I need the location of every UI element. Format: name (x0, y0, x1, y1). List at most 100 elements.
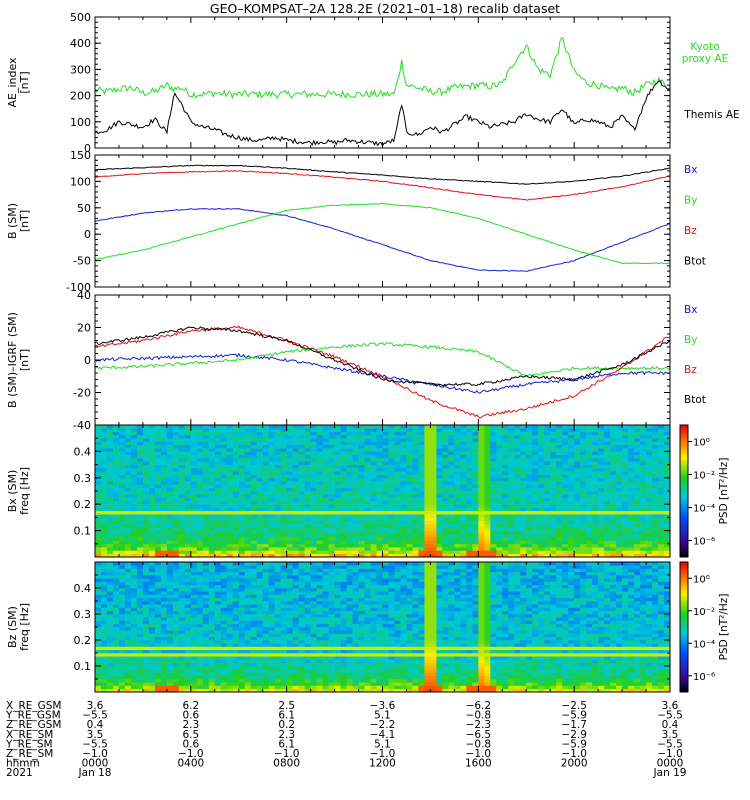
spectrogram-cell (466, 448, 473, 452)
spectrogram-cell (142, 627, 150, 631)
spectrogram-cell (322, 451, 329, 455)
spectrogram-cell (154, 527, 162, 531)
spectrogram-cell (178, 666, 186, 670)
spectrogram-cell (502, 441, 509, 446)
spectrogram-cell (196, 530, 204, 535)
spectrogram-cell (502, 474, 509, 479)
spectrogram-cell (190, 627, 198, 631)
spectrogram-cell (136, 640, 144, 644)
spectrogram-cells (95, 562, 671, 693)
spectrogram-cell (418, 533, 425, 538)
series-line-btot (95, 326, 670, 387)
spectrogram-cell (580, 477, 587, 482)
spectrogram-cell (250, 547, 258, 551)
colorbar-tick-label: 10⁻⁶ (693, 537, 715, 548)
spectrogram-cell (604, 491, 611, 495)
spectrogram-cell (580, 514, 587, 518)
spectrogram-cell (610, 540, 617, 545)
spectrogram-cell (568, 461, 575, 465)
spectrogram-cell (556, 454, 563, 459)
spectrogram-cell (310, 438, 317, 442)
spectrogram-cell (652, 431, 659, 436)
spectrogram-cell (448, 504, 455, 508)
spectrogram-cell (118, 520, 126, 525)
spectrogram-cell (310, 431, 317, 436)
spectrogram-cell (112, 530, 120, 535)
spectrogram-cell (250, 527, 258, 531)
spectrogram-cell (430, 477, 437, 482)
spectrogram-cell (418, 494, 425, 498)
spectrogram-cell (172, 458, 180, 462)
spectrogram-cell (412, 517, 419, 521)
spectrogram-cell (598, 550, 605, 554)
spectrogram-cell (106, 643, 114, 647)
spectrogram-cell (466, 520, 473, 525)
spectrogram-cell (646, 530, 653, 535)
spectrogram-cell (172, 568, 180, 573)
spectrogram-cell (166, 607, 174, 612)
spectrogram-cell (316, 500, 323, 505)
spectrogram-cell (148, 507, 156, 512)
spectrogram-cell (358, 428, 365, 432)
spectrogram-cell (574, 494, 581, 498)
spectrogram-cell (130, 491, 138, 495)
spectrogram-cell (106, 438, 114, 442)
spectrogram-cell (328, 517, 335, 521)
spectrogram-cell (250, 484, 258, 488)
spectrogram-cell (622, 524, 629, 528)
spectrogram-cell (352, 543, 359, 548)
spectrogram-cell (364, 434, 371, 439)
spectrogram-cell (550, 487, 557, 492)
spectrogram-cell (106, 623, 114, 628)
spectrogram-cell (154, 597, 162, 602)
spectrogram-cell (616, 533, 623, 538)
spectrogram-cell (202, 438, 210, 442)
spectrogram-cell (400, 533, 407, 538)
spectrogram-cell (472, 494, 479, 498)
spectrogram-cell (634, 484, 641, 488)
spectrogram-cell (490, 494, 497, 498)
spectrogram-cell (664, 464, 671, 469)
spectrogram-cell (160, 438, 168, 442)
spectrogram-cell (118, 543, 126, 548)
spectrogram-cell (118, 620, 126, 625)
spectrogram-cell (610, 527, 617, 531)
spectrogram-cell (220, 434, 228, 439)
spectrogram-cell (220, 553, 228, 558)
spectrogram-cell (634, 428, 641, 432)
spectrogram-cell (208, 517, 216, 521)
spectrogram-cell (592, 454, 599, 459)
spectrogram-cell (100, 575, 108, 579)
spectrogram-cell (95, 620, 102, 625)
spectrogram-cell (640, 461, 647, 465)
spectrogram-cell (436, 481, 443, 485)
spectrogram-cell (628, 461, 635, 465)
spectrogram-cell (616, 451, 623, 455)
spectrogram-cell (166, 662, 174, 667)
spectrogram-cell (628, 438, 635, 442)
spectrogram-cell (490, 537, 497, 541)
spectrogram-cell (95, 588, 102, 592)
spectrogram-cell (514, 477, 521, 482)
spectrogram-cell (496, 500, 503, 505)
spectrogram-cell (334, 431, 341, 436)
spectrogram-cell (148, 679, 156, 683)
spectrogram-cell (298, 530, 305, 535)
spectrogram-cell (658, 477, 665, 482)
spectrogram-cell (592, 487, 599, 492)
spectrogram-cell (178, 451, 186, 455)
spectrogram-cell (95, 591, 102, 595)
spectrogram-cell (340, 520, 347, 525)
spectrogram-cell (478, 497, 485, 502)
spectrogram-cell (652, 504, 659, 508)
spectrogram-cell (544, 438, 551, 442)
spectrogram-cell (106, 500, 114, 505)
spectrogram-cell (544, 520, 551, 525)
spectrogram-cell (604, 507, 611, 512)
spectrogram-cell (280, 481, 287, 485)
spectrogram-cell (370, 438, 377, 442)
spectrogram-cell (238, 540, 246, 545)
spectrogram-cell (544, 494, 551, 498)
spectrogram-cell (148, 610, 156, 615)
